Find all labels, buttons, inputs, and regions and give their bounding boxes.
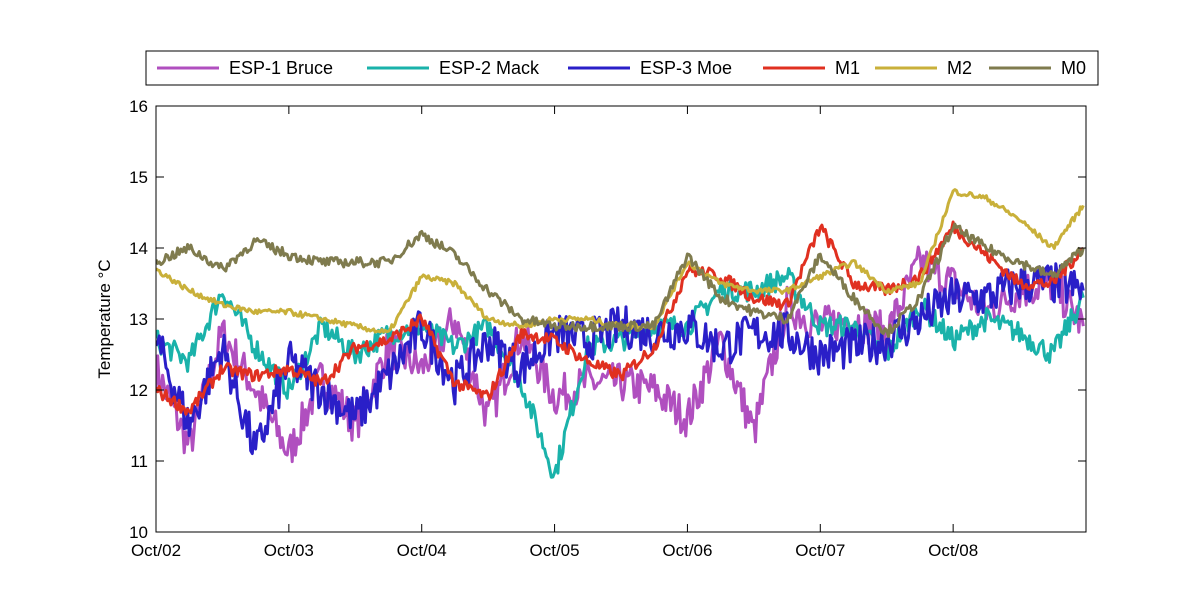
x-tick-label: Oct/06 xyxy=(662,541,712,560)
y-tick-label: 16 xyxy=(129,97,148,116)
x-tick-label: Oct/02 xyxy=(131,541,181,560)
legend-label-esp-2-mack: ESP-2 Mack xyxy=(439,58,540,78)
y-tick-label: 13 xyxy=(129,310,148,329)
y-axis-label: Temperature °C xyxy=(95,259,114,378)
y-axis: 10 11 12 13 14 15 16 xyxy=(129,97,1086,542)
legend-label-m0: M0 xyxy=(1061,58,1086,78)
legend-label-m2: M2 xyxy=(947,58,972,78)
legend-label-esp-3-moe: ESP-3 Moe xyxy=(640,58,732,78)
legend-label-esp-1-bruce: ESP-1 Bruce xyxy=(229,58,333,78)
x-axis: Oct/02 Oct/03 Oct/04 Oct/05 Oct/06 Oct/07 Oct/… xyxy=(131,106,978,560)
y-tick-label: 15 xyxy=(129,168,148,187)
x-tick-label: Oct/08 xyxy=(928,541,978,560)
x-tick-label: Oct/03 xyxy=(264,541,314,560)
legend-label-m1: M1 xyxy=(835,58,860,78)
series-lines xyxy=(156,188,1085,479)
y-tick-label: 11 xyxy=(130,452,148,471)
series-line-m1 xyxy=(156,220,1085,416)
x-tick-label: Oct/04 xyxy=(397,541,447,560)
x-tick-label: Oct/05 xyxy=(530,541,580,560)
y-tick-label: 10 xyxy=(129,523,148,542)
plot-area xyxy=(156,106,1086,532)
y-tick-label: 12 xyxy=(129,381,148,400)
legend: ESP-1 Bruce ESP-2 Mack ESP-3 Moe M1 M2 M0 xyxy=(145,50,1099,86)
series-line-m0 xyxy=(156,222,1085,338)
x-tick-label: Oct/07 xyxy=(795,541,845,560)
y-tick-label: 14 xyxy=(129,239,148,258)
